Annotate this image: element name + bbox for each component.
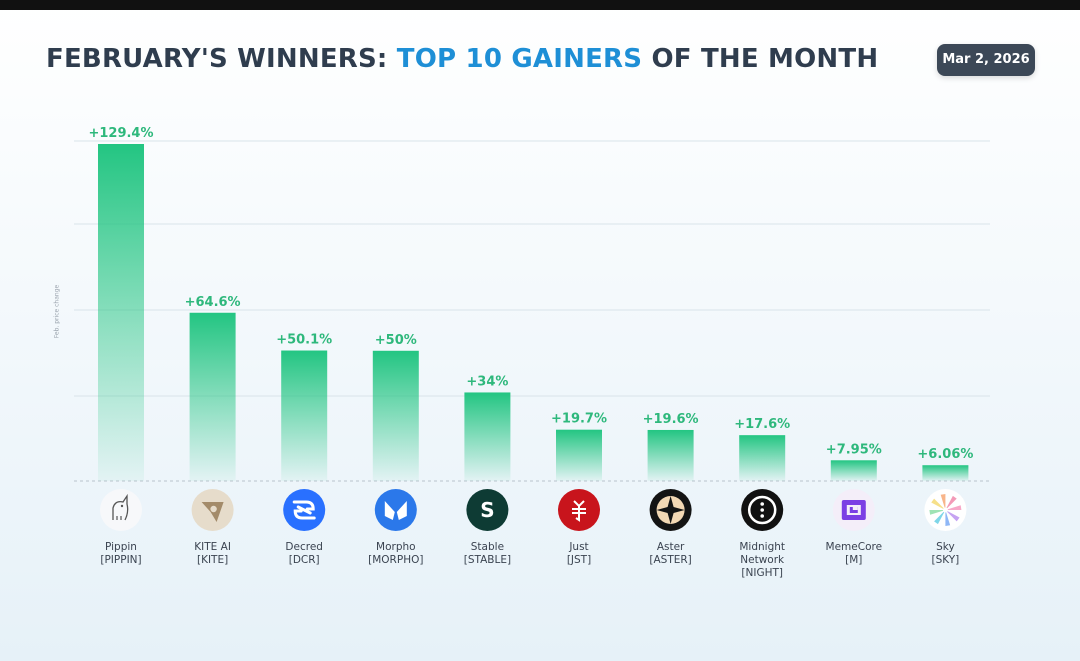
- memecore-icon: [832, 489, 875, 531]
- bar-stable: [464, 392, 511, 481]
- category-name: Decred: [285, 541, 323, 553]
- value-label: +50%: [375, 333, 417, 348]
- bar-kite: [189, 312, 236, 481]
- value-label: +50.1%: [276, 333, 332, 348]
- top-bar: [0, 0, 1080, 10]
- decred-icon: [283, 489, 326, 531]
- category-ticker: [STABLE]: [464, 554, 511, 566]
- category-ticker: [KITE]: [197, 554, 228, 566]
- value-label: +19.7%: [551, 412, 607, 427]
- value-label: +19.6%: [643, 412, 699, 427]
- gridlines: [74, 140, 990, 397]
- category-name: Stable: [471, 541, 504, 553]
- kite-ai-icon: [191, 489, 234, 531]
- svg-text:S: S: [480, 498, 494, 522]
- bar-dcr: [281, 350, 328, 481]
- sky-icon: [924, 489, 967, 531]
- category-name: Sky: [936, 541, 955, 553]
- category-ticker: [DCR]: [289, 554, 320, 566]
- value-labels-group: +129.4% +64.6% +50.1% +50% +34% +19.7% +19.6% +…: [88, 126, 973, 462]
- date-badge: Mar 2, 2026: [937, 44, 1035, 76]
- value-label: +6.06%: [917, 447, 973, 462]
- title-suffix: OF THE MONTH: [642, 44, 879, 74]
- midnight-icon: [741, 489, 784, 531]
- pippin-unicorn-icon: [100, 489, 142, 531]
- bar-pippin: [98, 144, 144, 481]
- stable-icon: S: [466, 489, 509, 531]
- category-name: Network: [740, 554, 785, 566]
- category-name: Pippin: [105, 541, 137, 553]
- value-label: +17.6%: [734, 417, 790, 432]
- category-name: MemeCore: [826, 541, 883, 553]
- bar-night: [739, 435, 786, 481]
- value-label: +7.95%: [826, 442, 882, 457]
- bar-morpho: [372, 350, 419, 481]
- category-name: Just: [568, 541, 588, 553]
- category-ticker: [PIPPIN]: [100, 554, 141, 566]
- bar-jst: [556, 429, 602, 481]
- value-label: +34%: [466, 374, 508, 389]
- morpho-butterfly-icon: [374, 489, 417, 531]
- bar-sky: [922, 465, 969, 481]
- category-ticker: [MORPHO]: [368, 554, 423, 566]
- just-icon: [558, 489, 600, 531]
- bar-m: [830, 460, 877, 481]
- chart-title: FEBRUARY'S WINNERS: TOP 10 GAINERS OF TH…: [46, 44, 878, 74]
- category-labels-group: Pippin[PIPPIN] KITE AI[KITE] Decred[DCR] Mo…: [100, 541, 959, 579]
- category-ticker: [SKY]: [932, 554, 960, 566]
- category-ticker: [ASTER]: [649, 554, 691, 566]
- title-prefix: FEBRUARY'S WINNERS:: [46, 44, 397, 74]
- category-name: KITE AI: [194, 541, 231, 553]
- category-name: Morpho: [376, 541, 416, 553]
- value-label: +129.4%: [88, 126, 153, 141]
- title-accent: TOP 10 GAINERS: [396, 44, 643, 74]
- category-name: Midnight: [739, 541, 785, 553]
- category-ticker: [JST]: [567, 554, 591, 566]
- category-ticker: [NIGHT]: [741, 567, 783, 579]
- category-ticker: [M]: [845, 554, 862, 566]
- coin-icons-group: S: [100, 489, 967, 531]
- bars-group: [98, 144, 969, 481]
- value-label: +64.6%: [185, 295, 241, 310]
- bar-aster: [647, 429, 694, 481]
- category-name: Aster: [657, 541, 685, 553]
- aster-icon: [649, 489, 692, 531]
